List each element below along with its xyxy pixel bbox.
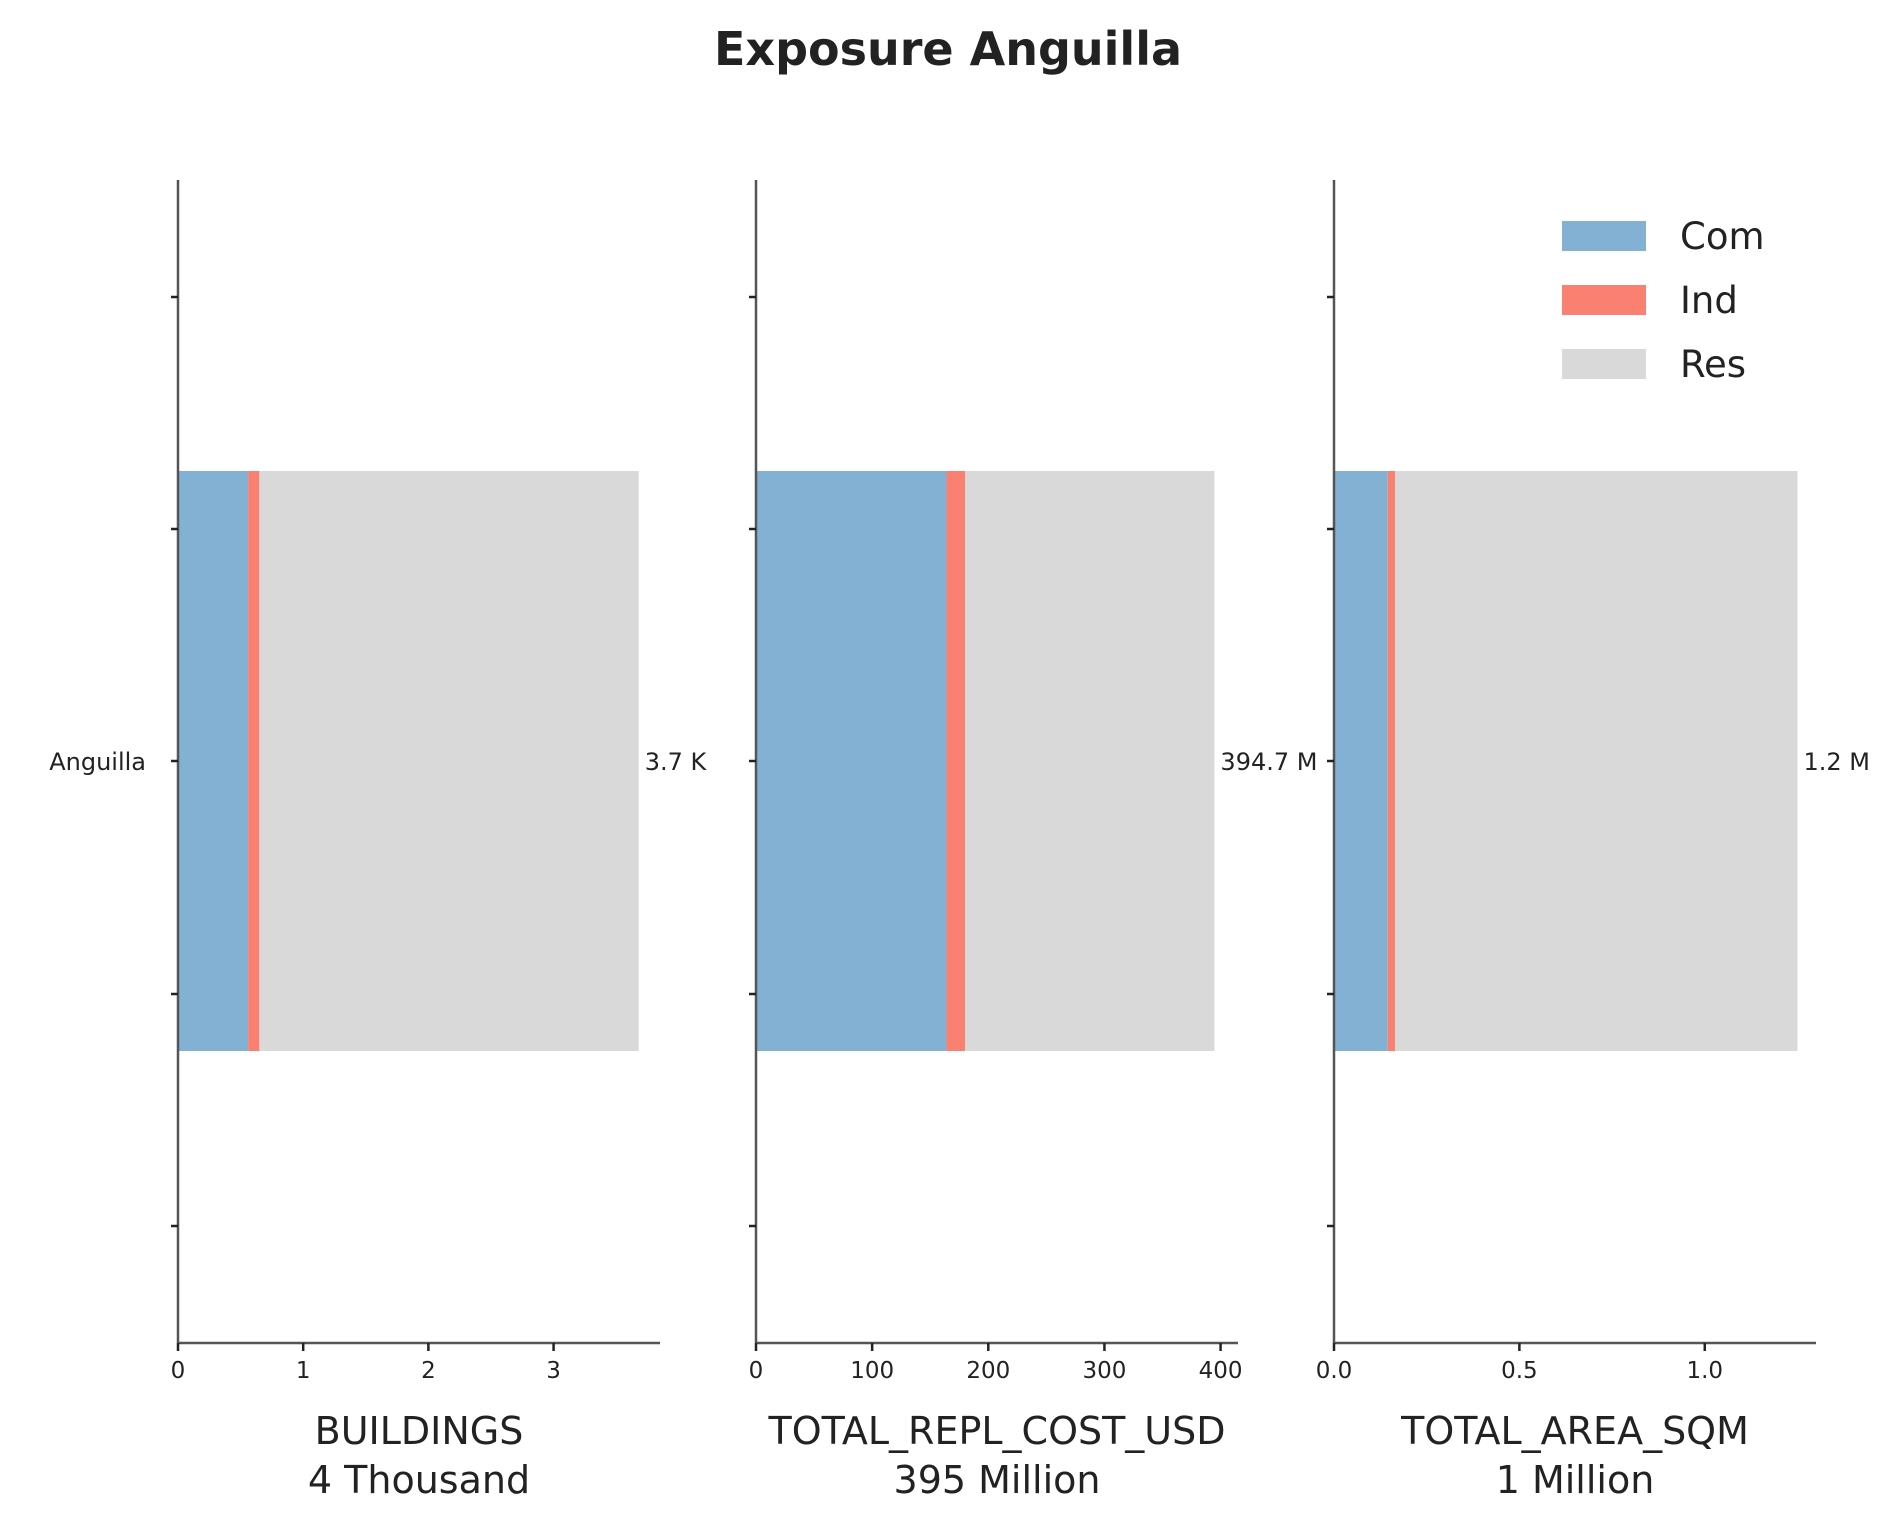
x-tick-label: 1 bbox=[296, 1358, 311, 1384]
bar-ind bbox=[946, 471, 966, 1051]
y-tick-label: Anguilla bbox=[49, 748, 146, 776]
bar-com bbox=[178, 471, 249, 1051]
legend-swatch-ind bbox=[1562, 285, 1646, 315]
x-tick-label: 1.0 bbox=[1686, 1358, 1723, 1384]
x-tick-label: 200 bbox=[966, 1358, 1010, 1384]
bar-com bbox=[1334, 471, 1388, 1051]
x-tick-label: 300 bbox=[1082, 1358, 1126, 1384]
legend-label-com: Com bbox=[1680, 215, 1765, 258]
x-tick-label: 0 bbox=[171, 1358, 186, 1384]
x-axis-subtitle: 395 Million bbox=[894, 1458, 1101, 1502]
x-tick-label: 100 bbox=[850, 1358, 894, 1384]
legend-swatch-res bbox=[1562, 349, 1646, 379]
x-tick-label: 3 bbox=[546, 1358, 561, 1384]
bar-res bbox=[1395, 471, 1798, 1051]
total-label: 1.2 M bbox=[1803, 748, 1870, 776]
legend-label-res: Res bbox=[1680, 343, 1746, 386]
x-axis-label: BUILDINGS bbox=[315, 1409, 524, 1453]
bar-res bbox=[259, 471, 639, 1051]
x-axis-subtitle: 1 Million bbox=[1496, 1458, 1655, 1502]
bar-ind bbox=[248, 471, 260, 1051]
x-axis-subtitle: 4 Thousand bbox=[308, 1458, 530, 1502]
x-tick-label: 400 bbox=[1199, 1358, 1243, 1384]
x-axis-label: TOTAL_REPL_COST_USD bbox=[767, 1409, 1225, 1453]
legend-label-ind: Ind bbox=[1680, 279, 1738, 322]
x-tick-label: 0 bbox=[749, 1358, 764, 1384]
legend-swatch-com bbox=[1562, 221, 1646, 251]
x-tick-label: 2 bbox=[421, 1358, 436, 1384]
bar-res bbox=[965, 471, 1215, 1051]
total-label: 3.7 K bbox=[645, 748, 708, 776]
x-tick-label: 0.5 bbox=[1501, 1358, 1538, 1384]
x-tick-label: 0.0 bbox=[1316, 1358, 1353, 1384]
chart-title: Exposure Anguilla bbox=[713, 22, 1183, 76]
total-label: 394.7 M bbox=[1220, 748, 1317, 776]
bar-ind bbox=[1387, 471, 1396, 1051]
x-axis-label: TOTAL_AREA_SQM bbox=[1400, 1409, 1749, 1453]
bar-com bbox=[756, 471, 947, 1051]
